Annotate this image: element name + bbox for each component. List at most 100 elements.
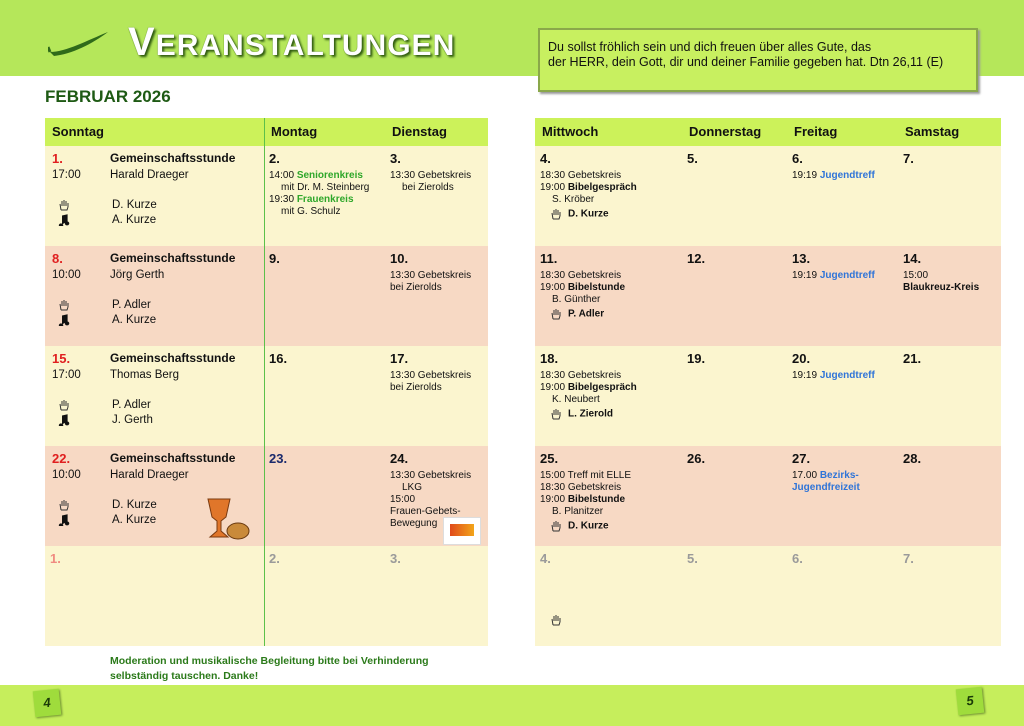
date: 9.	[269, 251, 280, 266]
entry: 13:30 Gebetskreis	[390, 170, 488, 182]
date: 28.	[903, 451, 922, 466]
spacer	[52, 484, 264, 496]
entry-time: 15:00	[540, 470, 566, 481]
entry-time: 19:19	[792, 170, 818, 181]
time: 10:00	[52, 269, 81, 281]
day-cell: 21.	[898, 346, 1001, 446]
entry: bei Zierolds	[390, 282, 488, 294]
entry: 15:00 Treff mit ELLE	[540, 470, 682, 482]
date: 15.	[52, 351, 71, 366]
time: 10:00	[52, 469, 81, 481]
date: 2.	[269, 151, 280, 166]
logo-mark	[450, 524, 474, 536]
icon-cell	[52, 299, 110, 311]
speaker: Harald Draeger	[110, 169, 189, 181]
communion-icon	[207, 498, 250, 540]
entry-text: Bezirks-Jugendfreizeit	[792, 470, 860, 493]
day-cell: 15. Gemeinschaftsstunde 17:00 Thomas Berg P.…	[45, 346, 264, 446]
entry: bei Zierolds	[390, 182, 488, 194]
date: 3.	[390, 551, 401, 566]
entry: 19:30 Frauenkreis	[269, 194, 385, 206]
date: 21.	[903, 351, 922, 366]
date: 6.	[792, 151, 803, 166]
time: 17:00	[52, 169, 81, 181]
entry-text: bei Zierolds	[390, 282, 442, 293]
date: 14.	[903, 251, 922, 266]
entry: 18:30 Gebetskreis	[540, 370, 682, 382]
entry: 18:30 Gebetskreis	[540, 270, 682, 282]
entry-text: Jugendtreff	[819, 370, 875, 381]
sunday-grid: 22. Gemeinschaftsstunde 10:00 Harald Draege…	[50, 451, 264, 528]
day-cell: 13. 19:19 Jugendtreff	[787, 246, 898, 346]
entry: mit Dr. M. Steinberg	[269, 182, 385, 194]
icon-cell	[52, 314, 110, 328]
date: 1.	[52, 151, 63, 166]
moderator: L. Zierold	[568, 408, 613, 420]
column-header: Donnerstag	[682, 118, 787, 146]
moderator-line: P. Adler	[540, 308, 682, 321]
column-header: Mittwoch	[535, 118, 682, 146]
entry: 15:00	[390, 494, 488, 506]
footer-note: Moderation und musikalische Begleitung b…	[110, 654, 429, 684]
hand-icon	[551, 615, 561, 626]
day-cell: 7.	[898, 546, 1001, 646]
entry-time: 19:00	[540, 282, 566, 293]
time: 17:00	[52, 369, 81, 381]
entry-text: B. Planitzer	[552, 506, 604, 517]
date: 6.	[792, 551, 803, 566]
entry-text: B. Günther	[552, 294, 601, 305]
day-cell: 4.	[535, 546, 682, 646]
date: 2.	[269, 551, 280, 566]
entry: 18:30 Gebetskreis	[540, 170, 682, 182]
note-line: selbständig tauschen. Danke!	[110, 670, 259, 682]
date: 26.	[687, 451, 706, 466]
entry-time: 18:30	[540, 482, 566, 493]
day-cell: 16.	[264, 346, 385, 446]
note-icon	[58, 214, 70, 228]
day-cell: 11. 18:30 Gebetskreis 19:00 Bibelstunde B. …	[535, 246, 682, 346]
entry-text: 13:30 Gebetskreis	[390, 370, 472, 381]
day-cell: 4. 18:30 Gebetskreis 19:00 Bibelgespräch S.…	[535, 146, 682, 246]
column-header: Montag	[264, 118, 385, 146]
day-cell: 27. 17.00 Bezirks-Jugendfreizeit	[787, 446, 898, 546]
fgb-logo	[443, 517, 481, 545]
page-title: VERANSTALTUNGEN	[128, 20, 456, 64]
entry-text: Seniorenkreis	[296, 170, 363, 181]
date: 13.	[792, 251, 811, 266]
icon-cell	[52, 214, 110, 228]
hand-icon	[59, 400, 69, 411]
entry-time: 19:19	[792, 270, 818, 281]
entry: 19:19 Jugendtreff	[792, 170, 898, 182]
entry-text: mit Dr. M. Steinberg	[281, 182, 370, 193]
date: 4.	[540, 551, 551, 566]
entry: K. Neubert	[540, 394, 682, 406]
entry-text: Frauenkreis	[296, 194, 354, 205]
spacer	[52, 384, 264, 396]
date: 22.	[52, 451, 71, 466]
entry: Blaukreuz-Kreis	[903, 282, 1001, 294]
moderator: P. Adler	[568, 308, 605, 320]
entry-time: 18:30	[540, 370, 566, 381]
entry: Frauen-Gebets-	[390, 506, 488, 518]
entry-text: Jugendtreff	[819, 270, 875, 281]
day-cell: 14. 15:00 Blaukreuz-Kreis	[898, 246, 1001, 346]
entry-text: mit G. Schulz	[281, 206, 341, 217]
day-cell: 8. Gemeinschaftsstunde 10:00 Jörg Gerth P. A…	[45, 246, 264, 346]
date: 27.	[792, 451, 811, 466]
day-cell: 26.	[682, 446, 787, 546]
entry: S. Kröber	[540, 194, 682, 206]
date: 20.	[792, 351, 811, 366]
entry-text: 13:30 Gebetskreis	[390, 470, 472, 481]
music: J. Gerth	[112, 414, 153, 427]
event-title: Gemeinschaftsstunde	[110, 351, 236, 365]
moderator-line: L. Zierold	[540, 408, 682, 421]
entry-text: S. Kröber	[552, 194, 595, 205]
date: 1.	[50, 551, 61, 566]
date: 16.	[269, 351, 288, 366]
hand-slot	[540, 614, 682, 626]
entry-text: Gebetskreis	[567, 170, 622, 181]
day-cell: 23.	[264, 446, 385, 546]
speaker: Jörg Gerth	[110, 269, 165, 281]
day-cell: 18. 18:30 Gebetskreis 19:00 Bibelgespräch K…	[535, 346, 682, 446]
moderator: P. Adler	[112, 399, 151, 411]
